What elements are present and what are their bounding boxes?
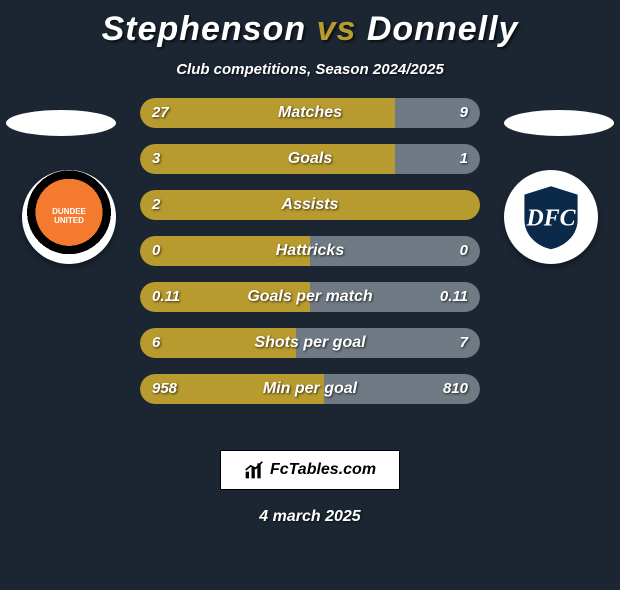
dfc-shield-icon: DFC [516,182,586,252]
stat-value-left: 3 [152,144,160,174]
stat-value-right: 0.11 [440,282,468,312]
chart-icon [244,460,264,480]
stat-value-left: 2 [152,190,160,220]
stat-label: Min per goal [140,374,480,404]
stat-value-right: 1 [460,144,468,174]
title-vs: vs [306,10,367,48]
stat-bars: Matches279Goals31Assists2Hattricks00Goal… [140,98,480,420]
team-badge-left: DUNDEEUNITED [22,170,116,264]
title-right: Donnelly [367,10,519,48]
stat-row: Assists2 [140,190,480,220]
stat-label: Shots per goal [140,328,480,358]
stat-value-left: 958 [152,374,177,404]
stat-row: Matches27 9 [140,98,480,128]
stat-label: Goals per match [140,282,480,312]
stat-row: Shots per goal6 7 [140,328,480,358]
footer-brand-box: FcTables.com [220,450,400,490]
stat-row: Hattricks0 0 [140,236,480,266]
stat-row: Min per goal958 810 [140,374,480,404]
stat-value-right: 810 [443,374,468,404]
footer-brand-text: FcTables.com [270,461,376,479]
comparison-title: Stephenson vs Donnelly [0,10,620,49]
badge-left-label: DUNDEEUNITED [52,208,86,226]
svg-text:DFC: DFC [526,205,577,231]
stat-label: Assists [140,190,480,220]
stat-value-left: 6 [152,328,160,358]
stat-value-right: 7 [460,328,468,358]
team-badge-right: DFC [504,170,598,264]
title-left: Stephenson [102,10,307,48]
stat-value-right: 0 [460,236,468,266]
stat-value-left: 0 [152,236,160,266]
stat-value-right: 9 [460,98,468,128]
stat-value-left: 0.11 [152,282,180,312]
stat-row: Goals per match0.11 0.11 [140,282,480,312]
stat-label: Matches [140,98,480,128]
left-shadow-ellipse [6,110,116,136]
right-shadow-ellipse [504,110,614,136]
stat-row: Goals3 1 [140,144,480,174]
stat-label: Goals [140,144,480,174]
stat-label: Hattricks [140,236,480,266]
stat-value-left: 27 [152,98,169,128]
subtitle: Club competitions, Season 2024/2025 [0,61,620,78]
footer-date: 4 march 2025 [0,508,620,526]
